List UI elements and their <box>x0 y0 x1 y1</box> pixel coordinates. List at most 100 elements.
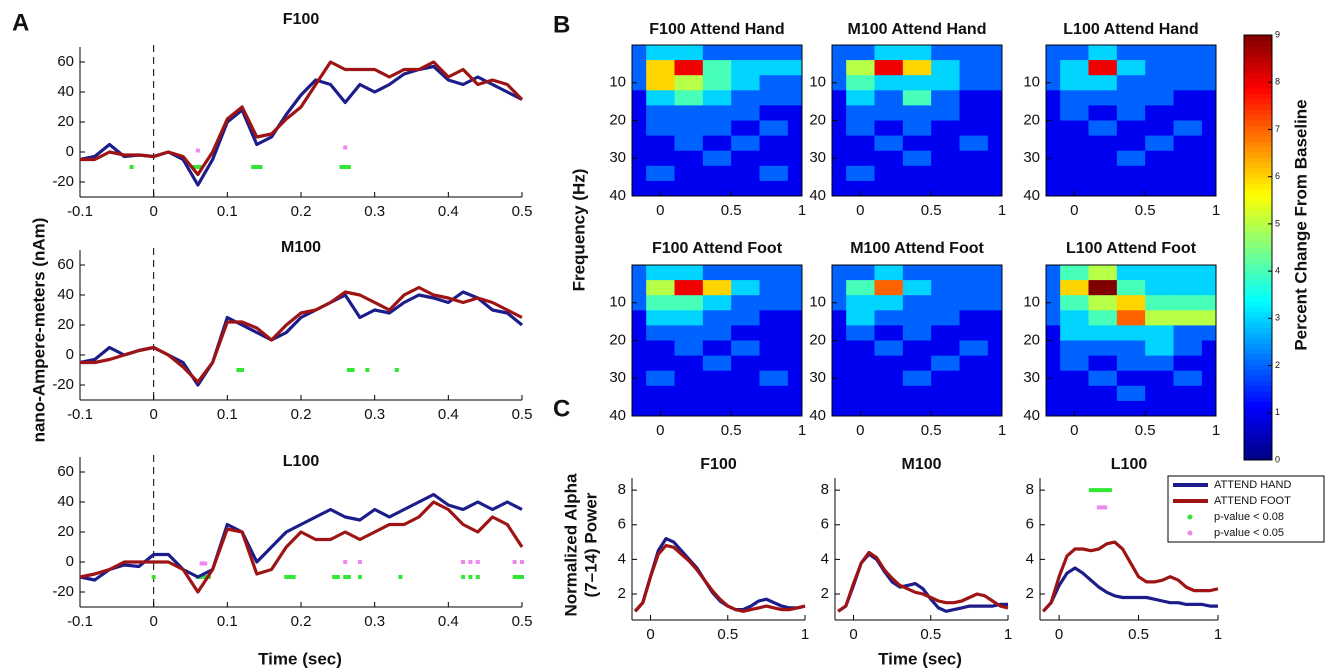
heatmap-cell <box>1201 90 1216 106</box>
colorbar-band <box>1244 375 1272 381</box>
heatmap-cell <box>702 150 732 167</box>
colorbar-tick-label: 0 <box>1275 454 1280 464</box>
legend-swatch <box>1187 514 1193 520</box>
heatmap-cell <box>1201 150 1216 167</box>
heatmap-cell <box>1145 75 1174 91</box>
heatmap-cell <box>1046 325 1061 341</box>
chart-title: F100 <box>700 456 737 473</box>
heatmap-cell <box>846 165 875 182</box>
y-tick-label: 40 <box>809 407 826 424</box>
x-tick-label: 0.4 <box>438 203 459 220</box>
significance-marker <box>475 560 480 564</box>
heatmap-cell <box>702 45 732 61</box>
significance-marker <box>1104 488 1109 493</box>
colorbar-band <box>1244 157 1272 163</box>
heatmap-cell <box>646 75 675 91</box>
heatmap-cell <box>846 325 875 341</box>
heatmap-cell <box>874 280 904 296</box>
significance-marker <box>343 560 348 564</box>
legend-swatch <box>1187 530 1193 536</box>
y-tick-label: 4 <box>821 550 829 567</box>
heatmap-cell <box>1201 120 1216 137</box>
heatmap-cell <box>874 310 904 326</box>
heatmap-cell <box>787 325 802 341</box>
y-tick-label: 30 <box>809 369 826 386</box>
y-axis-label: Frequency (Hz) <box>569 169 588 292</box>
heatmap-cell <box>931 150 960 167</box>
heatmap-cell <box>987 150 1002 167</box>
heatmap-cell <box>874 325 904 341</box>
heatmap-cell <box>1116 105 1146 121</box>
heatmap-cell <box>674 135 704 152</box>
y-axis-label: Normalized Alpha <box>561 473 580 616</box>
heatmap-cell <box>987 370 1002 387</box>
significance-marker <box>199 561 204 566</box>
heatmap-cell <box>874 105 904 121</box>
heatmap-cell <box>1145 135 1174 152</box>
significance-marker <box>343 165 348 169</box>
heatmap-cell <box>731 385 760 402</box>
heatmap-cell <box>731 370 760 387</box>
line-series <box>79 492 523 582</box>
line-series <box>837 552 1008 613</box>
heatmap-cell <box>832 45 847 61</box>
heatmap-cell <box>1088 355 1118 372</box>
heatmap-cell <box>632 120 647 137</box>
heatmap-cell <box>846 265 875 281</box>
significance-marker <box>251 165 256 169</box>
heatmap-cell <box>702 105 732 121</box>
x-tick-label: -0.1 <box>67 406 93 423</box>
colorbar-tick-label: 7 <box>1275 124 1280 134</box>
heatmap-cells <box>832 265 1002 416</box>
heatmap-cell <box>674 120 704 137</box>
heatmap-cell <box>846 120 875 137</box>
legend-label: p-value < 0.05 <box>1214 527 1284 539</box>
x-tick-label: 1 <box>1004 626 1012 643</box>
heatmap-cell <box>931 75 960 91</box>
heatmap-cell <box>674 150 704 167</box>
heatmap-cell <box>632 105 647 121</box>
heatmap-cell <box>1145 325 1174 341</box>
colorbar-band <box>1244 428 1272 434</box>
significance-marker <box>512 560 517 564</box>
heatmap-cell <box>1201 325 1216 341</box>
heatmap-cell <box>731 280 760 296</box>
heatmap-cell <box>1201 355 1216 372</box>
heatmap-cell <box>1046 340 1061 357</box>
heatmap-cell <box>959 385 989 402</box>
heatmap-cell <box>902 135 932 152</box>
heatmap-cell <box>1173 355 1203 372</box>
heatmap-cell <box>832 280 847 296</box>
significance-marker <box>461 560 466 564</box>
significance-marker <box>357 575 362 579</box>
line-series <box>837 550 1009 613</box>
heatmap-cell <box>646 265 675 281</box>
heatmap-cell <box>787 150 802 167</box>
x-tick-label: 0.5 <box>920 626 941 643</box>
colorbar-band <box>1244 295 1272 302</box>
heatmap-cell <box>759 180 789 196</box>
heatmap-cell <box>702 325 732 341</box>
heatmap-cell <box>846 310 875 326</box>
heatmap-cell <box>959 120 989 137</box>
x-tick-label: 0 <box>646 626 654 643</box>
x-tick-label: 1 <box>998 202 1006 219</box>
y-tick-label: 30 <box>1023 149 1040 166</box>
y-tick-label: 40 <box>57 83 74 100</box>
colorbar-band <box>1244 343 1272 349</box>
significance-marker <box>195 165 200 169</box>
heatmap-cell <box>987 60 1002 76</box>
heatmap-cell <box>931 385 960 402</box>
colorbar-band <box>1244 56 1272 63</box>
heatmap-cell <box>987 180 1002 196</box>
heatmap-cell <box>1046 135 1061 152</box>
chart-title: M100 <box>901 456 941 473</box>
heatmap-cell <box>959 280 989 296</box>
line-series <box>1042 566 1218 613</box>
heatmap-cell <box>846 90 875 106</box>
heatmap-cell <box>846 340 875 357</box>
x-tick-label: 0 <box>656 202 664 219</box>
significance-marker <box>1098 488 1103 493</box>
heatmap-cell <box>832 295 847 311</box>
heatmap-cell <box>731 135 760 152</box>
